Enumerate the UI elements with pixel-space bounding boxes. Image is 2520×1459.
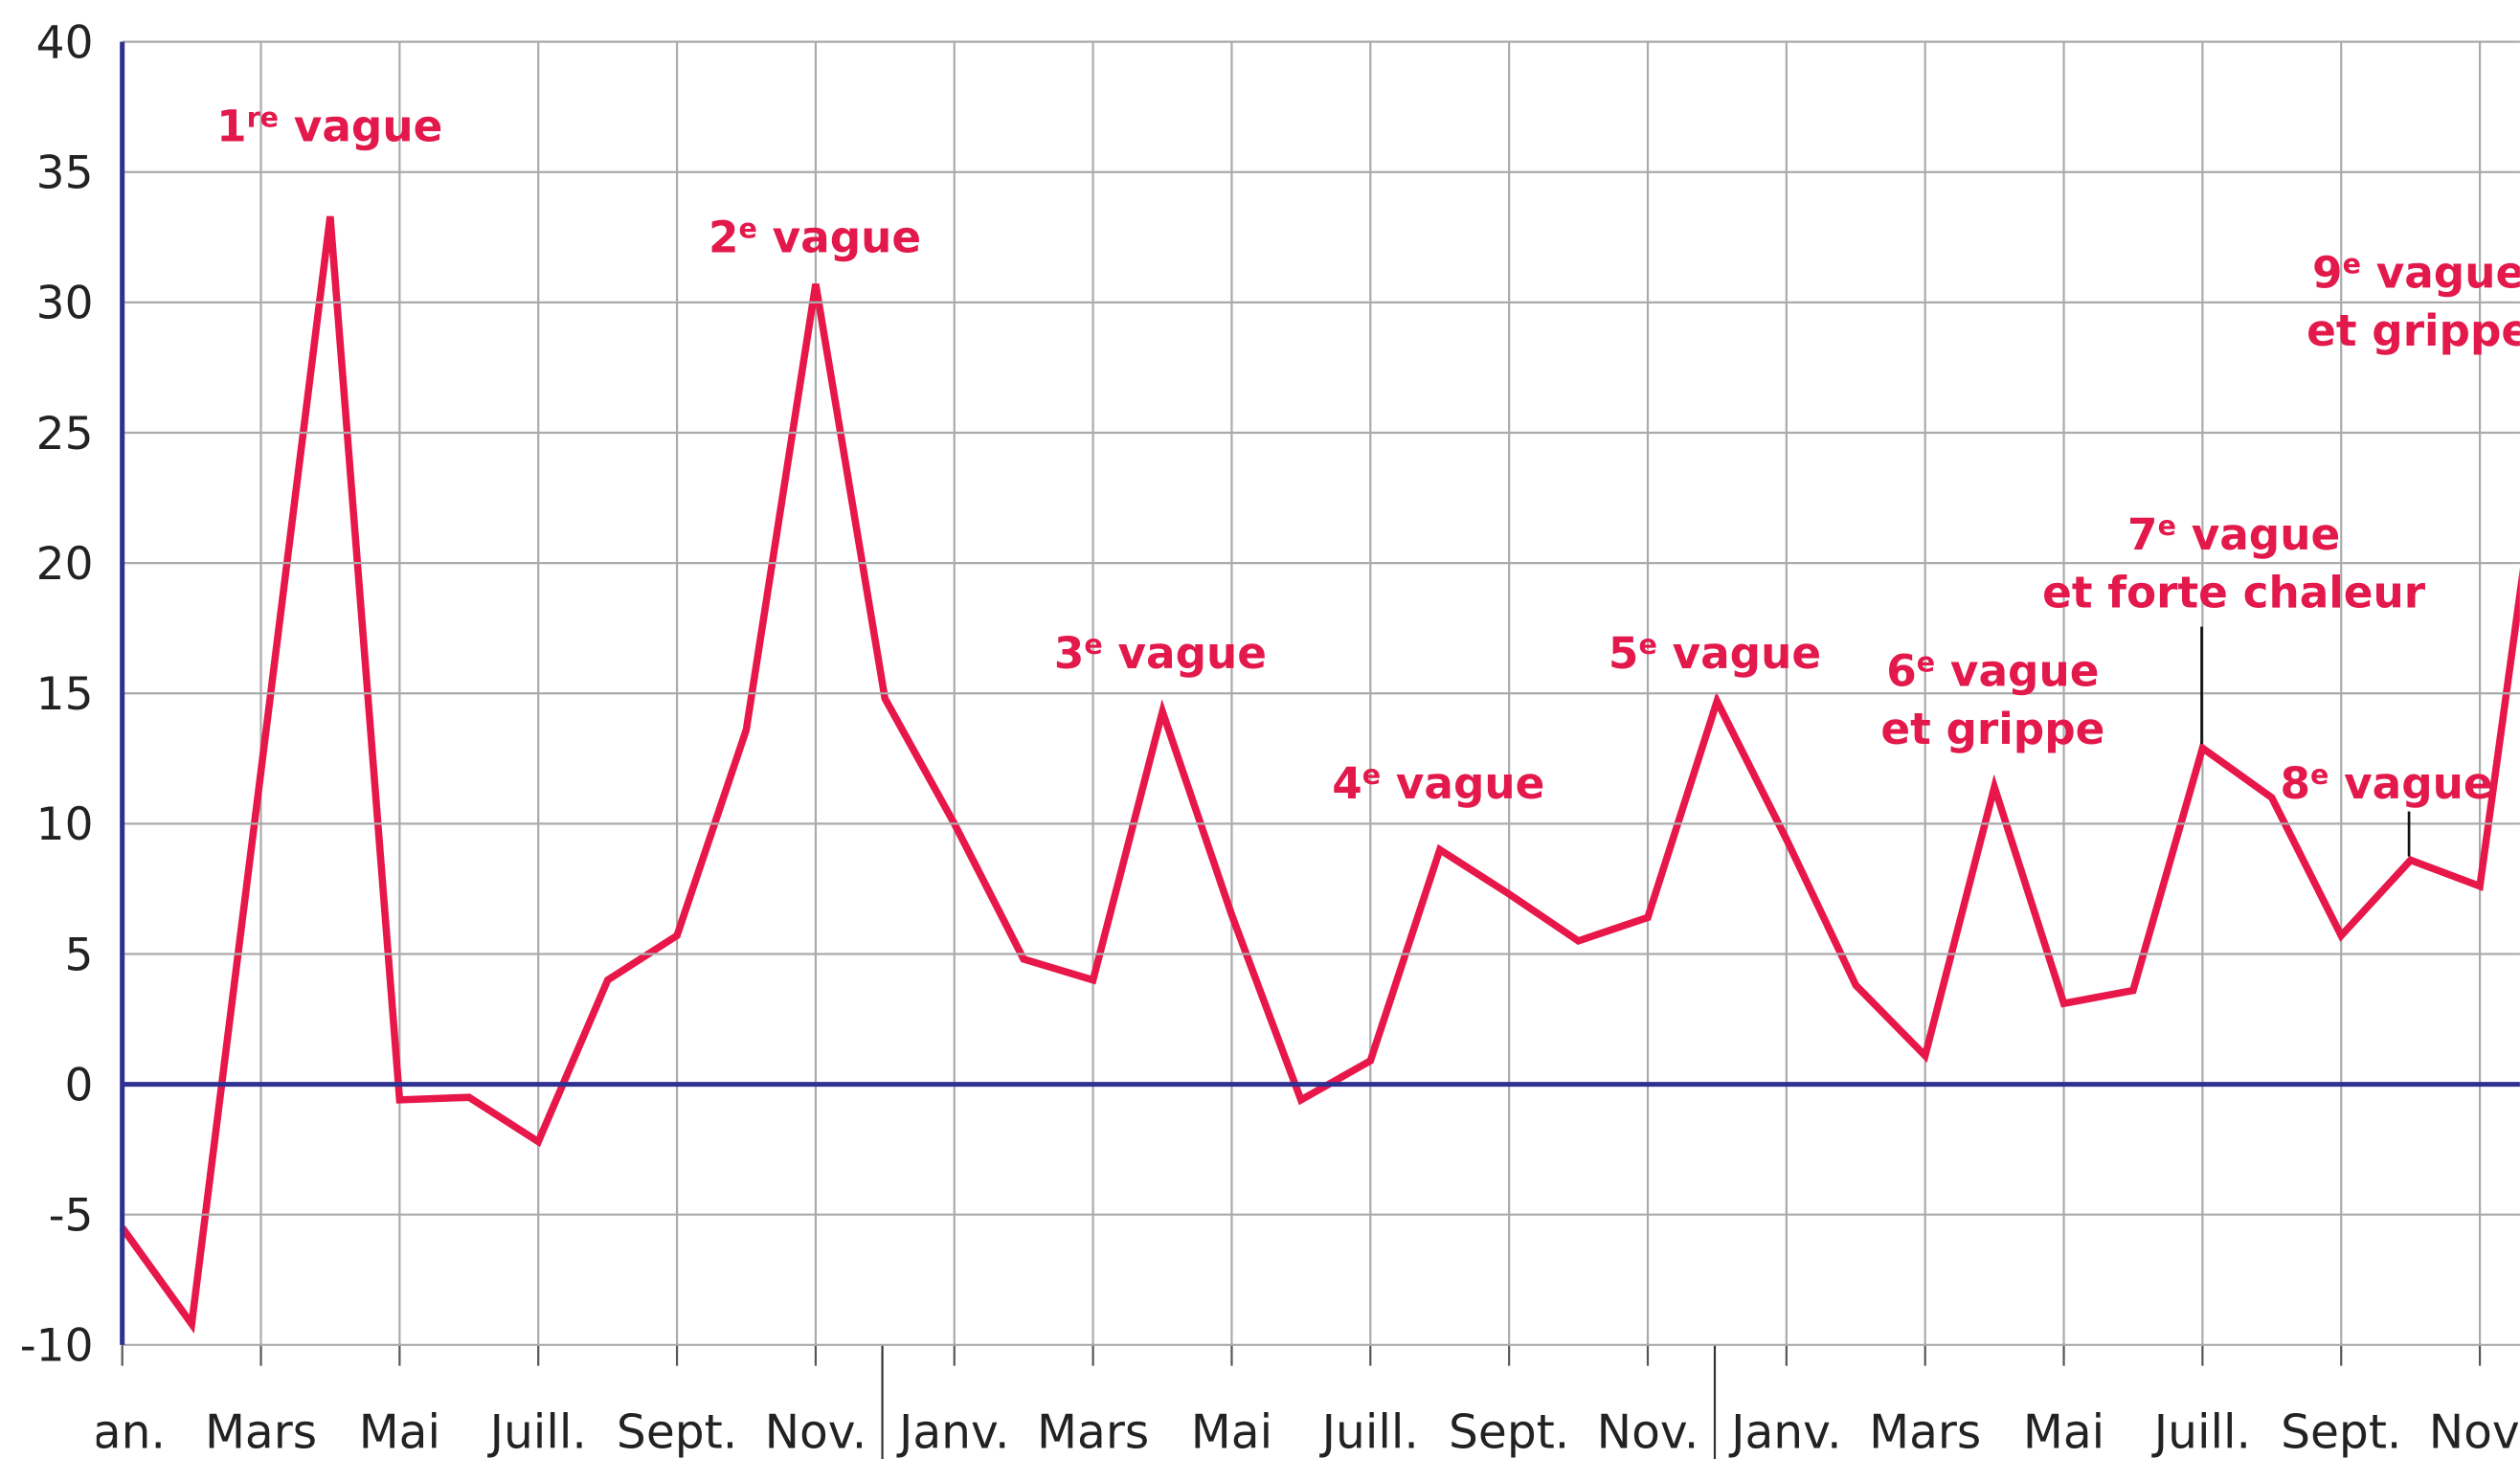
x-tick-label: Mars bbox=[205, 1405, 317, 1459]
annotation-text: vague bbox=[2176, 509, 2340, 560]
y-tick-label: 10 bbox=[36, 798, 94, 851]
annotation-line2: et grippe bbox=[2306, 305, 2520, 356]
y-tick-label: 0 bbox=[65, 1059, 94, 1111]
x-tick-label: Nov. bbox=[2429, 1405, 2520, 1459]
annotation-line2: et forte chaleur bbox=[2042, 567, 2426, 617]
annotation: 2e vague bbox=[709, 213, 921, 263]
annotation-ordinal: 7 bbox=[2127, 509, 2158, 560]
x-tick-label: Sept. bbox=[1449, 1405, 1569, 1459]
y-tick-label: -10 bbox=[20, 1320, 94, 1373]
annotation-ordinal: 4 bbox=[1332, 758, 1362, 809]
annotation-ordinal: 8 bbox=[2280, 758, 2310, 809]
y-tick-label: 25 bbox=[36, 408, 94, 460]
x-tick-label: Mars bbox=[1037, 1405, 1149, 1459]
annotation-ordinal: 3 bbox=[1054, 628, 1085, 679]
annotation-suffix: e bbox=[2343, 248, 2361, 280]
annotation: 5e vague bbox=[1609, 628, 1821, 679]
y-tick-label: 15 bbox=[36, 668, 94, 721]
annotation-suffix: re bbox=[247, 102, 279, 134]
data-line bbox=[119, 215, 2520, 1335]
annotation-text: vague bbox=[2361, 247, 2520, 298]
y-tick-label: 30 bbox=[36, 278, 94, 330]
annotation: 4e vague bbox=[1332, 758, 1544, 809]
x-tick-label: Sept. bbox=[2281, 1405, 2401, 1459]
annotation: 9e vague bbox=[2312, 247, 2520, 298]
annotation-text: vague bbox=[1381, 758, 1544, 809]
y-tick-label: 5 bbox=[65, 929, 94, 981]
y-tick-label: 20 bbox=[36, 538, 94, 591]
y-tick-label: 35 bbox=[36, 147, 94, 200]
x-tick-label: Mai bbox=[359, 1405, 440, 1459]
x-tick-label: Juill. bbox=[1319, 1405, 1419, 1459]
annotation-ordinal: 5 bbox=[1609, 628, 1639, 679]
annotation-text: vague bbox=[1935, 646, 2099, 697]
y-tick-label: 40 bbox=[36, 16, 94, 69]
annotation-suffix: e bbox=[1638, 629, 1656, 661]
annotation-ordinal: 6 bbox=[1886, 646, 1917, 697]
annotation-text: vague bbox=[1657, 628, 1821, 679]
plot-area: Jan. Mars Mai Juill. Sept. Nov. Janv. Mars Mai Ju… bbox=[76, 41, 2520, 1459]
annotation-suffix: e bbox=[1362, 759, 1381, 791]
annotation: 7e vague bbox=[2127, 509, 2340, 560]
annotation-suffix: e bbox=[2310, 759, 2329, 791]
annotation-text: vague bbox=[1103, 628, 1267, 679]
annotation: 1re vague bbox=[216, 101, 442, 152]
annotation-ordinal: 1 bbox=[216, 101, 247, 152]
annotation: 8e vague bbox=[2280, 758, 2492, 809]
annotation-suffix: e bbox=[1084, 629, 1102, 661]
x-tick-label: Juill. bbox=[2151, 1405, 2251, 1459]
annotation-ordinal: 2 bbox=[709, 213, 739, 263]
annotation-suffix: e bbox=[1917, 647, 1935, 679]
annotation-suffix: e bbox=[739, 213, 757, 244]
x-tick-label: Nov. bbox=[1597, 1405, 1699, 1459]
y-tick-label: -5 bbox=[49, 1189, 94, 1242]
x-tick-label: Jan. bbox=[76, 1405, 165, 1459]
x-tick-label: Juill. bbox=[487, 1405, 587, 1459]
x-tick-label: Janv. bbox=[1728, 1405, 1842, 1459]
annotation: 3e vague bbox=[1054, 628, 1267, 679]
annotation-text: vague bbox=[757, 213, 921, 263]
annotation-text: vague bbox=[2329, 758, 2492, 809]
annotation-line2: et grippe bbox=[1880, 704, 2104, 754]
x-tick-label: Mai bbox=[1191, 1405, 1272, 1459]
x-tick-label: Mai bbox=[2023, 1405, 2104, 1459]
annotation-suffix: e bbox=[2158, 510, 2176, 542]
annotation-text: vague bbox=[279, 101, 442, 152]
annotation: 6e vague bbox=[1886, 646, 2099, 697]
x-tick-label: Sept. bbox=[617, 1405, 737, 1459]
x-tick-label: Nov. bbox=[765, 1405, 867, 1459]
annotation-ordinal: 9 bbox=[2312, 247, 2343, 298]
x-tick-label: Janv. bbox=[896, 1405, 1010, 1459]
x-tick-label: Mars bbox=[1869, 1405, 1981, 1459]
